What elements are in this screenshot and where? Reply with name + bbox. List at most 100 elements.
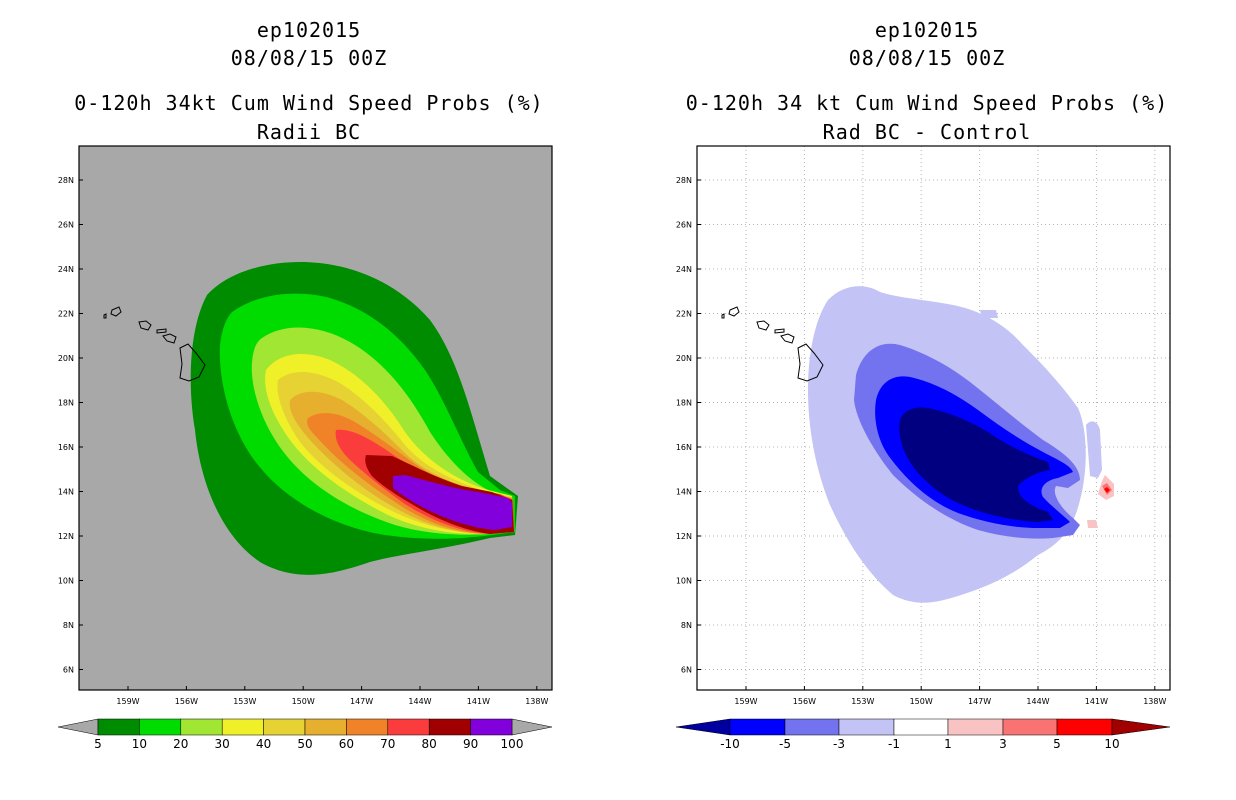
colorbar-swatch <box>893 718 949 736</box>
colorbar-swatch <box>729 718 786 736</box>
lat-tick-label: 20N <box>676 354 692 363</box>
left-map-frame <box>78 145 553 691</box>
lat-tick-label: 22N <box>58 310 74 319</box>
colorbar-swatch <box>221 718 264 736</box>
colorbar-level-label: 5 <box>1053 737 1061 751</box>
right-hawaii-coastline <box>721 306 824 382</box>
right-difference-contours <box>808 286 1114 603</box>
right-lon-axis: 159W 156W 153W 150W 147W 144W 141W 138W <box>734 686 1166 706</box>
colorbar-swatch <box>1056 718 1113 736</box>
colorbar-level-label: 5 <box>94 737 102 751</box>
right-colorbar: -10 -5 -3 -1 1 3 5 10 <box>675 718 1171 751</box>
left-lon-axis: 159W 156W 153W 150W 147W 144W 141W 138W <box>116 686 548 706</box>
lat-tick-label: 28N <box>58 176 74 185</box>
lon-tick-label: 159W <box>116 697 139 706</box>
lat-tick-label: 12N <box>676 532 692 541</box>
colorbar-level-label: -5 <box>779 737 791 751</box>
island-niihau <box>721 313 725 319</box>
lat-tick-label: 10N <box>58 577 74 586</box>
lat-tick-label: 24N <box>58 265 74 274</box>
colorbar-swatch <box>428 718 471 736</box>
colorbar-high-triangle <box>511 718 553 736</box>
island-niihau <box>103 313 107 319</box>
colorbar-swatch <box>304 718 347 736</box>
right-product-title: 0-120h 34 kt Cum Wind Speed Probs (%) <box>685 91 1169 115</box>
lon-tick-label: 150W <box>910 697 933 706</box>
left-probability-contours <box>190 262 518 575</box>
lat-tick-label: 16N <box>676 443 692 452</box>
lat-tick-label: 6N <box>681 666 692 675</box>
colorbar-level-label: 1 <box>944 737 952 751</box>
lon-tick-label: 144W <box>1026 697 1049 706</box>
colorbar-level-label: -10 <box>720 737 740 751</box>
colorbar-level-label: -1 <box>888 737 900 751</box>
lon-tick-label: 147W <box>968 697 991 706</box>
colorbar-swatch <box>470 718 513 736</box>
colorbar-swatch <box>784 718 840 736</box>
lat-tick-label: 18N <box>676 399 692 408</box>
contour-90 <box>393 475 512 530</box>
lon-tick-label: 147W <box>350 697 373 706</box>
colorbar-swatch <box>180 718 223 736</box>
lat-tick-label: 8N <box>681 621 692 630</box>
island-maui <box>780 333 795 344</box>
colorbar-level-label: 80 <box>422 737 437 751</box>
lon-tick-label: 153W <box>233 697 256 706</box>
lon-tick-label: 156W <box>793 697 816 706</box>
colorbar-swatch <box>1002 718 1058 736</box>
lat-tick-label: 20N <box>58 354 74 363</box>
colorbar-level-label: 3 <box>999 737 1007 751</box>
lon-tick-label: 159W <box>734 697 757 706</box>
right-storm-id: ep102015 <box>874 18 980 42</box>
lat-tick-label: 26N <box>58 221 74 230</box>
lon-tick-label: 138W <box>1143 697 1166 706</box>
island-molokai <box>156 328 167 334</box>
lon-tick-label: 144W <box>408 697 431 706</box>
island-kauai <box>728 306 740 317</box>
colorbar-level-label: 100 <box>501 737 524 751</box>
colorbar-swatch <box>947 718 1004 736</box>
contour-plus-1-small <box>1087 520 1098 528</box>
right-datetime: 08/08/15 00Z <box>848 46 1006 70</box>
island-oahu <box>756 320 770 331</box>
colorbar-level-label: 90 <box>463 737 478 751</box>
lon-tick-label: 138W <box>525 697 548 706</box>
right-map-frame <box>696 145 1171 691</box>
right-subtitle: Rad BC - Control <box>822 120 1032 144</box>
lat-tick-label: 6N <box>63 666 74 675</box>
colorbar-swatch <box>838 718 895 736</box>
lon-tick-label: 153W <box>851 697 874 706</box>
contour-minus-1-blob2 <box>980 310 998 318</box>
right-map-panel: ep102015 08/08/15 00Z 0-120h 34 kt Cum W… <box>618 0 1236 800</box>
left-storm-id: ep102015 <box>256 18 362 42</box>
colorbar-low-triangle <box>57 718 99 736</box>
island-hawaii <box>179 343 206 382</box>
colorbar-swatch <box>263 718 306 736</box>
island-maui <box>162 333 177 344</box>
island-hawaii <box>797 343 824 382</box>
lat-tick-label: 12N <box>58 532 74 541</box>
lat-tick-label: 10N <box>676 577 692 586</box>
colorbar-level-label: 50 <box>297 737 312 751</box>
colorbar-swatch <box>97 718 140 736</box>
right-lat-axis: 28N 26N 24N 22N 20N 18N 16N 14N 12N 10N 8N 6N <box>676 176 701 675</box>
lat-tick-label: 26N <box>676 221 692 230</box>
colorbar-high-triangle <box>1111 718 1171 736</box>
left-product-title: 0-120h 34kt Cum Wind Speed Probs (%) <box>74 91 544 115</box>
contour-minus-1-blob <box>1086 421 1102 478</box>
contour-minus-10 <box>899 407 1053 522</box>
left-map-panel: ep102015 08/08/15 00Z 0-120h 34kt Cum Wi… <box>57 18 553 751</box>
colorbar-level-label: 10 <box>132 737 147 751</box>
lat-tick-label: 8N <box>63 621 74 630</box>
colorbar-level-label: 30 <box>215 737 230 751</box>
island-oahu <box>138 320 152 331</box>
lat-tick-label: 22N <box>676 310 692 319</box>
colorbar-level-label: -3 <box>833 737 845 751</box>
colorbar-level-label: 10 <box>1104 737 1119 751</box>
left-lat-axis: 28N 26N 24N 22N 20N 18N 16N 14N 12N 10N 8N 6N <box>58 176 83 675</box>
colorbar-level-label: 20 <box>173 737 188 751</box>
lat-tick-label: 28N <box>676 176 692 185</box>
lat-tick-label: 18N <box>58 399 74 408</box>
